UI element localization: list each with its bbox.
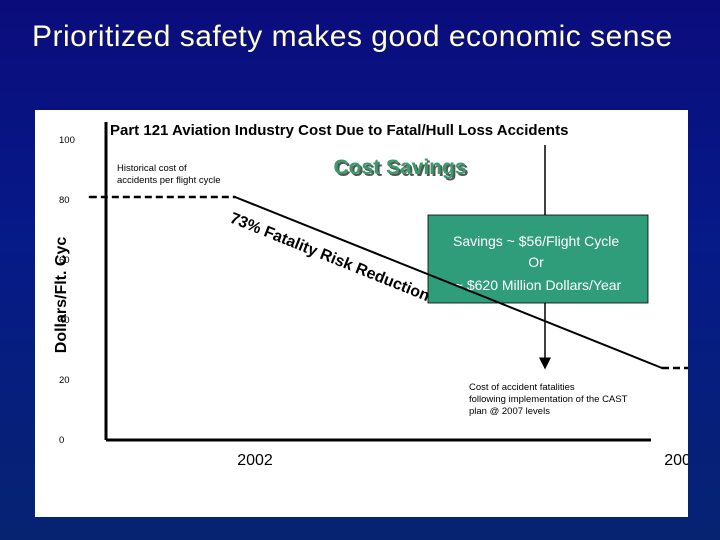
post-plan-line: Cost of accident fatalities (469, 382, 575, 393)
y-tick-label: 60 (59, 255, 70, 266)
cost-savings-label: Cost Savings (333, 156, 466, 179)
cost-series (88, 195, 688, 370)
historical-note-line: Historical cost of (117, 163, 187, 174)
data-point (233, 195, 237, 199)
y-tick-label: 40 (59, 315, 70, 326)
y-tick-labels: 0 20 40 60 80 100 (59, 135, 75, 446)
post-plan-line: following implementation of the CAST (469, 394, 628, 405)
data-point (660, 366, 664, 370)
chart-title: Part 121 Aviation Industry Cost Due to F… (110, 122, 568, 139)
savings-callout-text: Savings ~ $56/Flight Cycle Or ~ $620 Mil… (453, 233, 623, 293)
y-tick-label: 0 (59, 435, 64, 446)
cost-chart: Part 121 Aviation Industry Cost Due to F… (53, 122, 688, 469)
x-tick-label: 2007 (664, 452, 688, 469)
cost-savings-shadow: Cost Savings (335, 158, 468, 181)
savings-line: Or (528, 254, 544, 270)
historical-note-line: accidents per flight cycle (117, 175, 221, 186)
y-tick-label: 100 (59, 135, 75, 146)
y-axis-label: Dollars/Flt. Cyc (53, 237, 70, 354)
savings-line: Savings ~ $56/Flight Cycle (453, 233, 619, 249)
y-tick-label: 80 (59, 195, 70, 206)
post-plan-line: plan @ 2007 levels (469, 406, 550, 417)
x-tick-labels: 2002 2007 (237, 452, 688, 469)
risk-reduction-label: 73% Fatality Risk Reduction (228, 210, 432, 305)
y-tick-label: 20 (59, 375, 70, 386)
historical-cost-note: Historical cost of accidents per flight … (117, 163, 221, 186)
slide-title: Prioritized safety makes good economic s… (32, 20, 673, 53)
cost-reduction-segment (234, 196, 663, 369)
chart-panel: Part 121 Aviation Industry Cost Due to F… (35, 110, 688, 517)
x-tick-label: 2002 (237, 452, 273, 469)
post-plan-note: Cost of accident fatalities following im… (469, 382, 630, 417)
data-point (88, 195, 92, 199)
savings-line: ~ $620 Million Dollars/Year (455, 277, 622, 293)
